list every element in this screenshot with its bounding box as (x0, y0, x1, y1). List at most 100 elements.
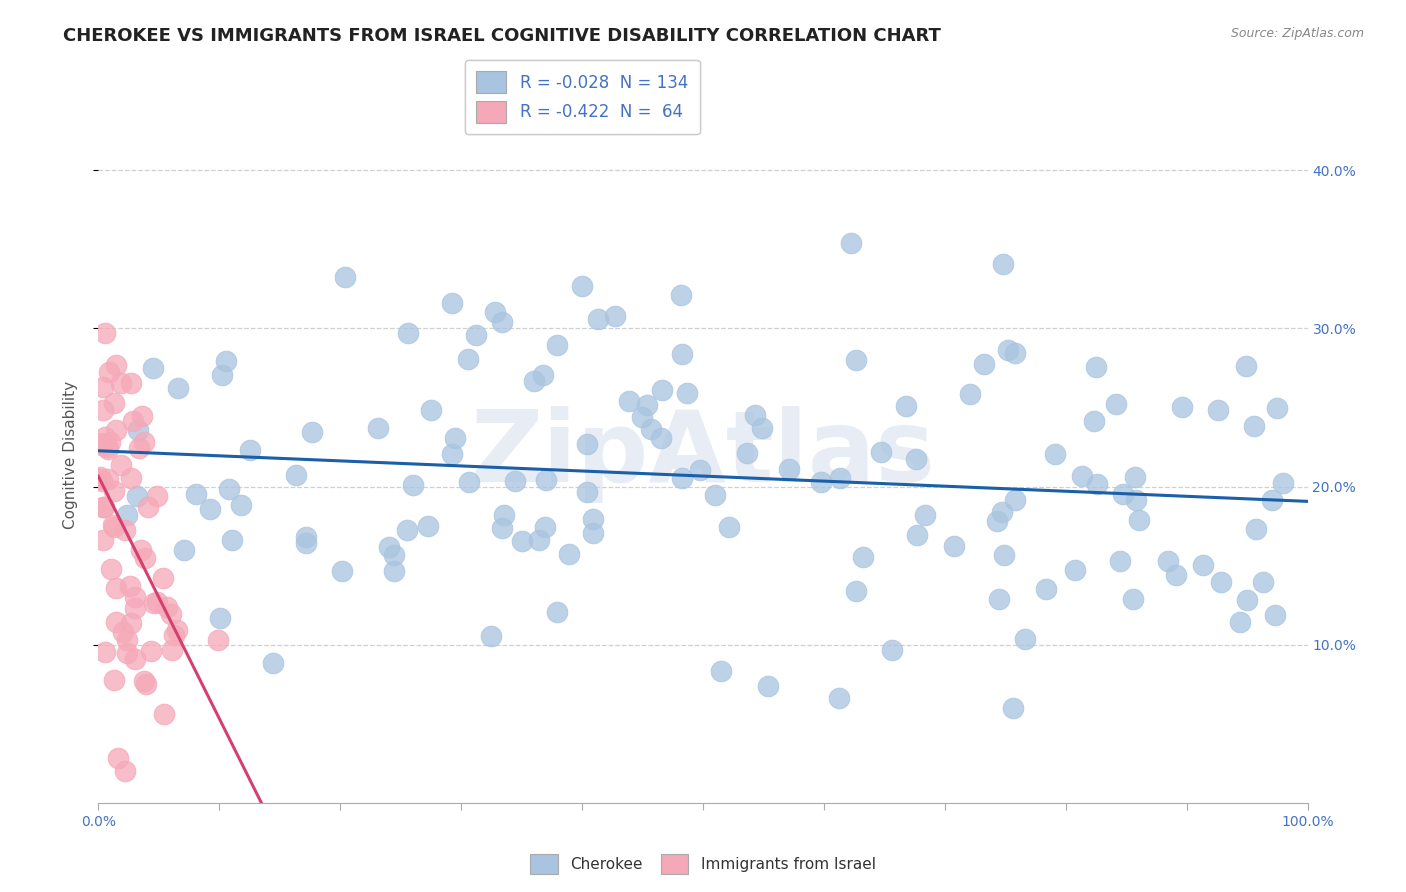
Point (491, 520, 513, 534)
Point (166, 623, 188, 637)
Legend: Cherokee, Immigrants from Israel: Cherokee, Immigrants from Israel (524, 848, 882, 880)
Point (441, 447, 464, 461)
Point (839, 235, 862, 250)
Point (582, 526, 605, 541)
Point (146, 595, 169, 609)
Point (132, 435, 155, 450)
Point (239, 443, 262, 458)
Point (1123, 470, 1146, 484)
Point (103, 396, 125, 410)
Point (207, 633, 229, 648)
Point (465, 327, 488, 342)
Point (231, 498, 253, 512)
Point (129, 542, 152, 557)
Point (1251, 574, 1274, 589)
Point (527, 533, 550, 548)
Point (124, 601, 146, 615)
Point (988, 592, 1011, 607)
Point (91, 474, 114, 488)
Point (959, 387, 981, 401)
Point (135, 677, 157, 691)
Point (640, 422, 662, 436)
Point (505, 474, 527, 488)
Point (1265, 401, 1288, 415)
Point (136, 500, 159, 515)
Point (94, 430, 117, 444)
Point (114, 764, 136, 779)
Point (184, 487, 207, 501)
Point (367, 421, 389, 435)
Point (1083, 414, 1105, 428)
Point (1071, 469, 1094, 483)
Point (778, 462, 800, 476)
Point (510, 533, 533, 548)
Point (546, 338, 568, 352)
Point (676, 385, 699, 400)
Point (1004, 493, 1026, 508)
Point (115, 632, 138, 647)
Point (301, 425, 323, 439)
Point (105, 615, 128, 629)
Text: Source: ZipAtlas.com: Source: ZipAtlas.com (1230, 27, 1364, 40)
Point (1125, 493, 1147, 508)
Point (457, 352, 479, 367)
Point (294, 535, 316, 549)
Point (91, 438, 114, 452)
Point (153, 706, 176, 721)
Point (1157, 554, 1180, 568)
Point (91, 403, 114, 417)
Point (395, 523, 418, 537)
Point (491, 315, 513, 329)
Point (479, 629, 502, 643)
Point (335, 269, 357, 284)
Point (484, 304, 506, 318)
Point (120, 615, 142, 630)
Point (124, 652, 146, 666)
Point (402, 478, 425, 492)
Point (576, 485, 599, 500)
Point (159, 607, 181, 621)
Point (1064, 563, 1087, 577)
Point (105, 424, 128, 438)
Point (98, 365, 121, 379)
Point (993, 548, 1015, 562)
Point (382, 548, 405, 562)
Point (167, 380, 190, 394)
Point (120, 471, 142, 485)
Point (330, 564, 353, 578)
Point (173, 543, 195, 558)
Point (111, 624, 134, 639)
Point (810, 475, 832, 489)
Point (131, 409, 153, 424)
Point (852, 550, 875, 565)
Point (441, 296, 464, 310)
Point (1261, 493, 1284, 508)
Point (845, 352, 868, 367)
Point (1122, 592, 1144, 607)
Point (420, 403, 443, 417)
Point (1085, 360, 1108, 375)
Point (1229, 615, 1251, 630)
Point (586, 311, 609, 326)
Point (1264, 607, 1286, 622)
Point (1272, 476, 1295, 491)
Point (558, 547, 581, 561)
Point (121, 414, 143, 428)
Point (146, 490, 169, 504)
Point (991, 257, 1014, 271)
Point (1043, 446, 1066, 460)
Point (744, 408, 766, 422)
Point (91, 533, 114, 548)
Point (91, 500, 114, 515)
Point (107, 751, 129, 765)
Point (896, 400, 918, 414)
Point (104, 581, 127, 595)
Point (139, 644, 162, 658)
Point (882, 643, 904, 657)
Point (117, 646, 139, 660)
Point (104, 358, 127, 372)
Legend: R = -0.028  N = 134, R = -0.422  N =  64: R = -0.028 N = 134, R = -0.422 N = 64 (464, 60, 700, 134)
Point (531, 368, 554, 382)
Point (156, 600, 179, 615)
Point (378, 541, 401, 555)
